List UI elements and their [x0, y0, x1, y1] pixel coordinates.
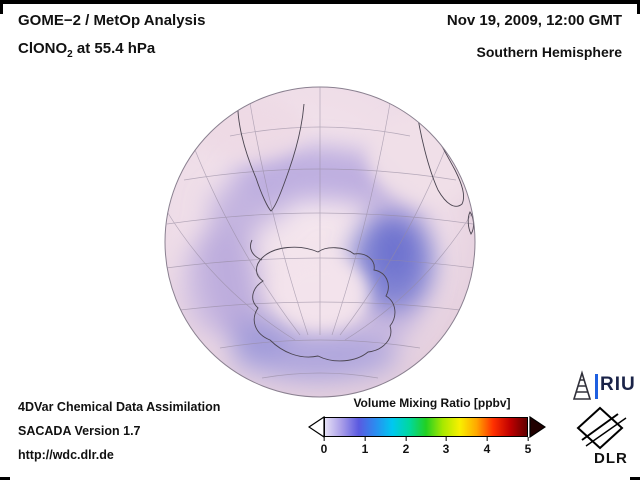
data-max-core [370, 222, 414, 282]
colorbar-gradient [324, 417, 528, 437]
colorbar-bar [308, 416, 556, 438]
frame-corner-top-right [637, 0, 640, 14]
data-upperleft-streak [205, 180, 295, 230]
frame-corner-top-left [0, 0, 3, 14]
graticule [165, 87, 475, 379]
colorbar-title: Volume Mixing Ratio [ppbv] [353, 396, 511, 410]
analysis-title: GOME−2 / MetOp Analysis [18, 12, 206, 29]
colorbar-tick-2: 2 [402, 437, 410, 456]
species-subscript: 2 [67, 49, 73, 60]
dlr-emblem-icon [576, 406, 627, 450]
coastline-antarctic-peninsula [250, 239, 263, 261]
url-label: http://wdc.dlr.de [18, 448, 114, 462]
colorbar-tick-3: 3 [442, 437, 450, 456]
frame-corner-bottom-right [630, 477, 640, 480]
riu-antenna-icon [572, 370, 598, 400]
dlr-logo-text: DLR [594, 450, 628, 467]
data-polar-clear-spot [276, 256, 368, 328]
frame-top-border [0, 0, 640, 4]
hemisphere-label: Southern Hemisphere [476, 44, 622, 60]
pressure-level: at 55.4 hPa [72, 40, 156, 57]
coastline-south-america [237, 95, 305, 212]
colorbar-tick-1: 1 [361, 437, 369, 456]
colorbar-tick-5: 5 [524, 437, 532, 456]
colorbar-tick-0: 0 [320, 437, 328, 456]
coastline-madagascar [467, 211, 474, 235]
colorbar-above-arrow [529, 416, 546, 438]
dlr-logo: DLR [572, 406, 632, 472]
riu-accent-bar [595, 374, 598, 399]
datetime-label: Nov 19, 2009, 12:00 GMT [446, 12, 622, 29]
data-lowerleft-blob [228, 316, 288, 360]
globe-limb [164, 86, 476, 398]
version-label: SACADA Version 1.7 [18, 424, 141, 438]
colorbar-ticks: 0 1 2 3 4 5 [308, 437, 556, 460]
frame-corner-bottom-left [0, 477, 10, 480]
species-name: ClONO [18, 40, 68, 57]
species-level-label: ClONO2 at 55.4 hPa [18, 40, 155, 60]
coastline-antarctica [252, 246, 396, 362]
assimilation-label: 4DVar Chemical Data Assimilation [18, 400, 221, 414]
riu-logo: RIU [560, 370, 635, 402]
riu-logo-text: RIU [600, 374, 636, 395]
colorbar-below-arrow [308, 416, 325, 438]
colorbar-tick-4: 4 [483, 437, 491, 456]
